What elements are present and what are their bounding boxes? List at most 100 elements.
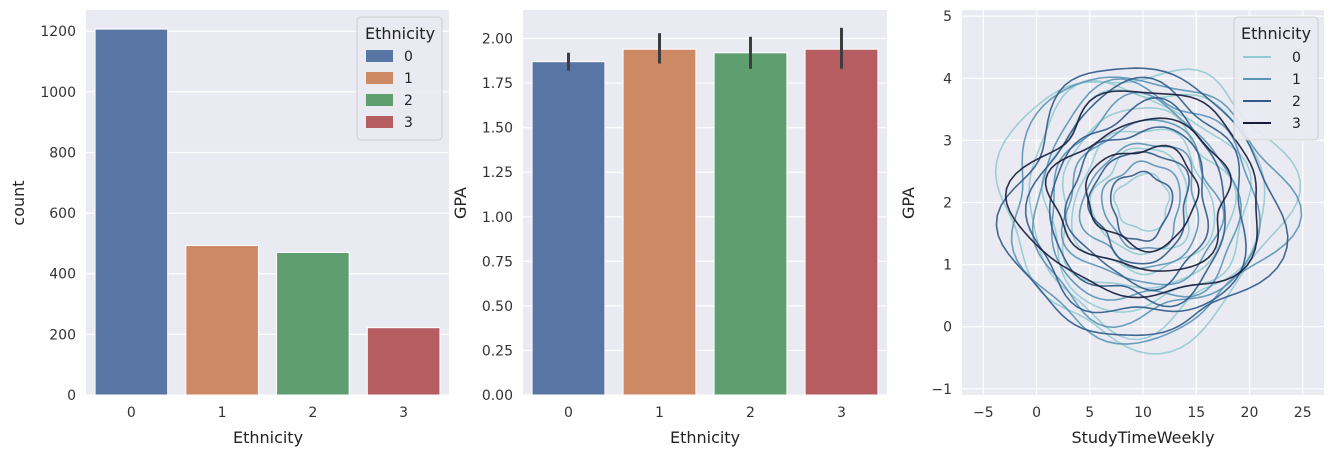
y-tick-label: 1000 (40, 85, 76, 101)
bar-1 (185, 245, 259, 396)
contour-ethnicity-2 (1063, 126, 1210, 292)
legend: Ethnicity 0 1 2 3 (356, 16, 443, 141)
x-axis-label: StudyTimeWeekly (1071, 428, 1214, 447)
x-axis-label: Ethnicity (233, 428, 303, 447)
legend-frame (356, 16, 443, 141)
y-tick-label: −1 (931, 382, 952, 398)
y-tick-label: 0 (67, 388, 76, 404)
bars (94, 28, 441, 396)
bar-0 (94, 28, 169, 396)
legend-title: Ethnicity (365, 24, 435, 43)
contour-ethnicity-1 (1031, 78, 1261, 329)
legend-swatch (366, 50, 393, 62)
bar-3 (804, 48, 879, 396)
y-tick-label: 0.25 (482, 343, 513, 359)
y-tick-label: 2 (943, 196, 952, 212)
bar-2 (713, 52, 788, 396)
x-tick-label: 5 (1085, 405, 1094, 421)
y-tick-label: 1.50 (482, 121, 513, 137)
contour-ethnicity-3 (1004, 90, 1259, 299)
contour-ethnicity-2 (1109, 170, 1174, 242)
contour-ethnicity-2 (995, 67, 1289, 337)
contour-ethnicity-1 (1060, 119, 1225, 286)
legend-title: Ethnicity (1241, 24, 1311, 43)
legend-entry: 0 (1292, 50, 1301, 66)
y-tick-labels: 0 200 400 600 800 1000 1200 (40, 24, 76, 404)
x-tick-labels: 0 1 2 3 (564, 405, 846, 421)
y-tick-label: 0.75 (482, 254, 513, 270)
contour-ethnicity-2 (1087, 151, 1191, 265)
x-tick-label: 0 (564, 405, 573, 421)
error-bars (567, 27, 843, 71)
y-tick-labels: 0.00 0.25 0.50 0.75 1.00 1.25 1.50 1.75 2.00 (482, 32, 513, 404)
y-tick-label: 0.00 (482, 388, 513, 404)
y-tick-label: 200 (49, 327, 76, 343)
bar-2 (276, 252, 350, 396)
x-tick-label: 2 (746, 405, 755, 421)
y-tick-label: 1200 (40, 24, 76, 40)
x-tick-label: 2 (308, 405, 317, 421)
bar-0 (531, 61, 606, 396)
legend-entry: 1 (1292, 72, 1301, 88)
x-tick-label: 0 (1032, 405, 1041, 421)
y-tick-label: 400 (49, 267, 76, 283)
y-tick-label: 2.00 (482, 32, 513, 48)
contour-ethnicity-2 (1048, 96, 1226, 308)
y-tick-labels: −1 0 1 2 3 4 5 (931, 9, 952, 398)
x-tick-label: 3 (399, 405, 408, 421)
legend-entry: 2 (1292, 94, 1301, 110)
y-axis-label: count (9, 180, 28, 225)
contour-ethnicity-3 (1084, 144, 1200, 253)
contour-ethnicity-0 (1089, 147, 1190, 256)
x-tick-label: 1 (218, 405, 227, 421)
x-tick-labels: 0 1 2 3 (127, 405, 408, 421)
contour-ethnicity-0 (1061, 107, 1238, 290)
legend-entry: 2 (404, 93, 413, 109)
y-tick-label: 5 (943, 9, 952, 25)
gpa-bar-chart: 0.00 0.25 0.50 0.75 1.00 1.25 1.50 1.75 2.00 0 1 2… (451, 10, 887, 447)
y-tick-label: 3 (943, 133, 952, 149)
legend-entry: 3 (1292, 116, 1301, 132)
count-bar-chart: 0 200 400 600 800 1000 1200 0 1 2 3 Ethnicity cou… (9, 10, 449, 447)
bar-1 (622, 48, 697, 396)
y-tick-label: 1.00 (482, 210, 513, 226)
x-tick-label: 25 (1294, 405, 1312, 421)
x-tick-label: 1 (655, 405, 664, 421)
contour-ethnicity-1 (1050, 91, 1242, 301)
y-tick-label: 4 (943, 71, 952, 87)
legend-swatch (366, 72, 393, 84)
x-tick-label: 15 (1187, 405, 1205, 421)
y-tick-label: 600 (49, 206, 76, 222)
contour-ethnicity-0 (1028, 79, 1266, 341)
contour-ethnicity-1 (1100, 160, 1181, 250)
y-axis-label: GPA (451, 187, 470, 219)
x-axis-label: Ethnicity (670, 428, 740, 447)
bars (531, 48, 879, 396)
legend-swatch (366, 94, 393, 106)
bar-3 (366, 327, 441, 396)
x-tick-label: 3 (837, 405, 846, 421)
contour-ethnicity-2 (1024, 76, 1247, 314)
y-tick-label: 0 (943, 320, 952, 336)
y-tick-label: 1 (943, 258, 952, 274)
y-tick-label: 1.75 (482, 76, 513, 92)
y-axis-label: GPA (899, 187, 918, 219)
y-tick-label: 800 (49, 145, 76, 161)
y-tick-label: 1.25 (482, 165, 513, 181)
x-tick-label: 10 (1134, 405, 1152, 421)
x-tick-label: −5 (973, 405, 994, 421)
x-tick-labels: −5 0 5 10 15 20 25 (973, 405, 1312, 421)
contour-ethnicity-3 (1044, 117, 1233, 272)
legend-swatch (366, 116, 393, 128)
legend-entry: 1 (404, 71, 413, 87)
contour-ethnicity-0 (1112, 172, 1171, 232)
contours (994, 67, 1303, 355)
y-tick-label: 0.50 (482, 299, 513, 315)
legend-frame (1233, 16, 1319, 141)
legend-entry: 0 (404, 49, 413, 65)
legend-entry: 3 (404, 115, 413, 131)
x-tick-label: 0 (127, 405, 136, 421)
x-tick-label: 20 (1241, 405, 1259, 421)
